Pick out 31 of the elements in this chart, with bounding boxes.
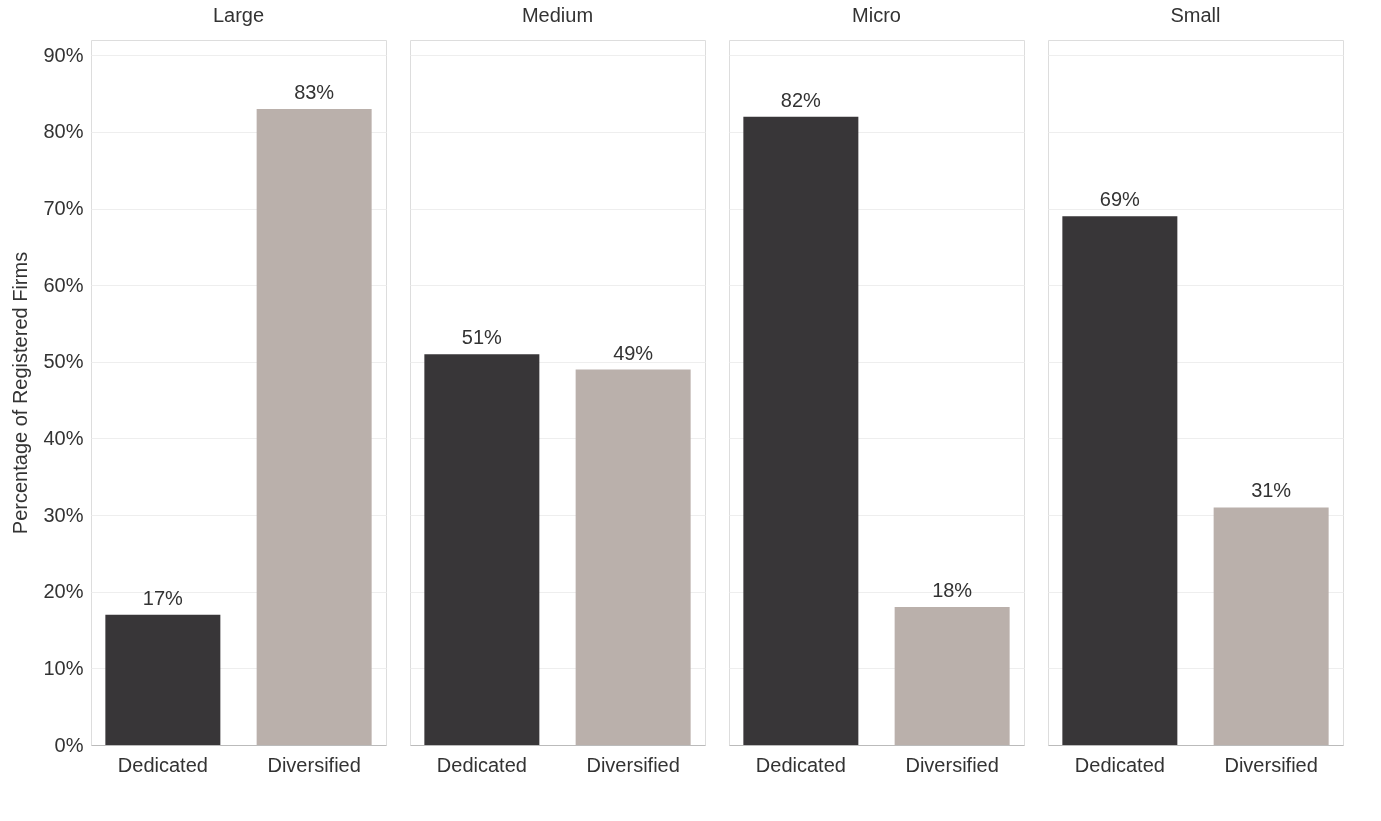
chart-title: Micro <box>852 4 901 26</box>
data-label: 18% <box>932 579 973 602</box>
data-label: 82% <box>780 88 822 111</box>
y-tick-label: 60% <box>43 273 84 296</box>
data-label: 69% <box>1099 188 1141 211</box>
data-label: 17% <box>142 586 184 609</box>
y-tick-label: 20% <box>43 580 84 603</box>
y-tick-label: 10% <box>43 656 84 679</box>
x-tick-label: Dedicated <box>436 753 527 776</box>
x-tick-label: Diversified <box>905 753 999 776</box>
data-label: 51% <box>461 326 503 349</box>
x-tick-label: Dedicated <box>755 753 846 776</box>
y-tick-label: 70% <box>43 197 84 220</box>
data-label: 49% <box>613 341 654 364</box>
y-tick-label: 90% <box>43 43 84 66</box>
x-tick-label: Diversified <box>1224 753 1318 776</box>
x-tick-label: Diversified <box>267 753 361 776</box>
y-tick-label: 0% <box>54 733 84 756</box>
y-tick-label: 50% <box>43 350 84 373</box>
y-tick-label: 40% <box>43 426 84 449</box>
chart-title: Small <box>1170 4 1221 26</box>
y-tick-label: 80% <box>43 120 84 143</box>
chart-title: Medium <box>521 4 594 26</box>
data-label: 31% <box>1251 479 1292 502</box>
x-tick-label: Diversified <box>586 753 680 776</box>
y-axis-title: Percentage of Registered Firms <box>9 251 32 535</box>
x-tick-label: Dedicated <box>1074 753 1165 776</box>
y-tick-label: 30% <box>43 503 84 526</box>
x-tick-label: Dedicated <box>117 753 208 776</box>
chart-title: Large <box>212 4 265 26</box>
data-label: 83% <box>294 80 335 103</box>
